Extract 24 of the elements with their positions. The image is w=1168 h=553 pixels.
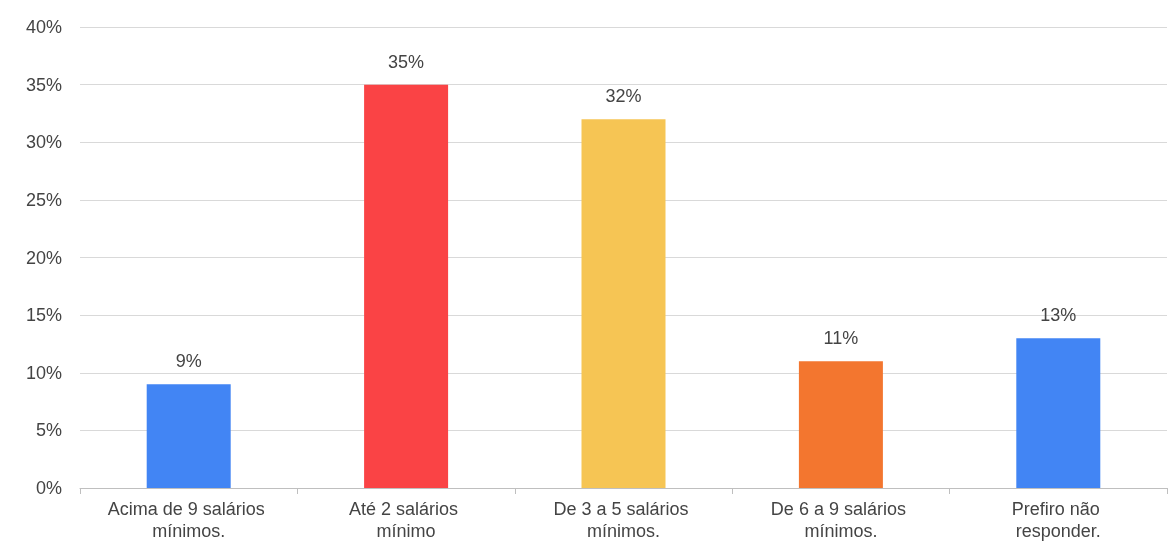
data-label: 13%: [1040, 305, 1077, 326]
x-tick-label: De 3 a 5 salários mínimos.: [553, 499, 694, 541]
y-tick-label: 40%: [25, 17, 62, 37]
x-tick-label: Até 2 salários mínimo: [349, 499, 464, 541]
y-tick-label: 30%: [25, 132, 62, 153]
bar: [581, 119, 666, 488]
bar: [146, 384, 231, 488]
y-tick-label: 20%: [25, 247, 62, 268]
bar: [364, 84, 449, 488]
y-tick-label: 10%: [25, 362, 62, 383]
x-tick-label: Prefiro não responder.: [1011, 499, 1105, 541]
bar: [798, 361, 883, 488]
x-tick-label: De 6 a 9 salários mínimos.: [770, 499, 911, 541]
y-tick-label: 15%: [25, 305, 62, 326]
data-label: 32%: [605, 86, 642, 107]
data-label: 9%: [175, 351, 202, 372]
y-tick-label: 0%: [35, 478, 62, 498]
data-label: 35%: [388, 51, 425, 72]
y-tick-label: 25%: [25, 189, 62, 210]
bar: [1016, 338, 1101, 488]
data-label: 11%: [823, 328, 859, 349]
y-tick-label: 35%: [25, 74, 62, 95]
x-tick-label: Acima de 9 salários mínimos.: [107, 499, 270, 541]
y-tick-label: 5%: [35, 420, 62, 441]
